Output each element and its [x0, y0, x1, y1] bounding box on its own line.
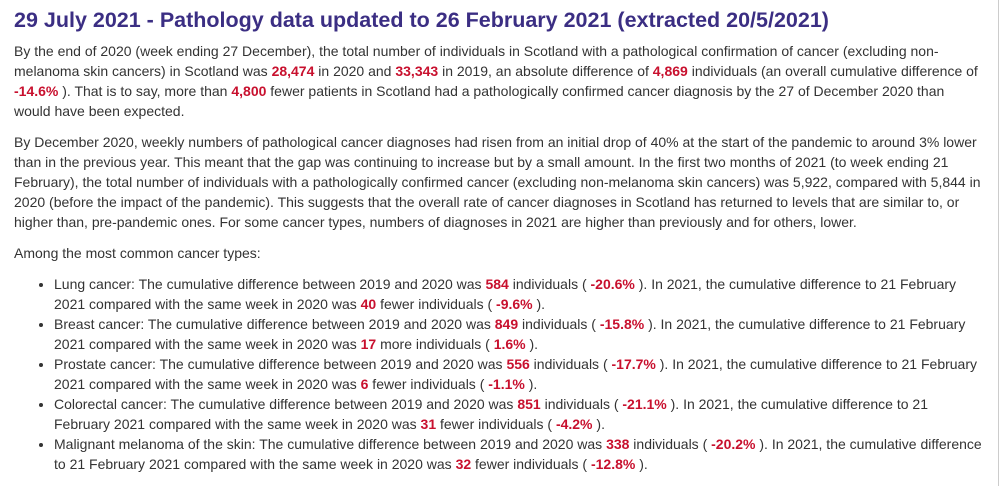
article-content: 29 July 2021 - Pathology data updated to… [0, 0, 998, 474]
text: fewer individuals ( [376, 296, 497, 312]
text: individuals ( [508, 276, 591, 292]
highlight-value: 4,800 [231, 83, 267, 99]
text: ). In 2021, the cumulative difference to… [54, 356, 978, 392]
highlight-value: -12.8% [590, 456, 636, 472]
text: Malignant melanoma of the skin: The cumu… [54, 436, 607, 452]
highlight-value: -17.7% [611, 356, 656, 372]
highlight-value: 32 [455, 456, 472, 472]
text: fewer individuals ( [471, 456, 591, 472]
text: individuals ( [518, 316, 600, 332]
text: ). [592, 416, 605, 432]
text: ). [532, 296, 546, 312]
text: ). That is to say, more than [58, 83, 232, 99]
text: By the end of 2020 (week ending 27 Decem… [14, 43, 939, 79]
text: Prostate cancer: The cumulative differen… [54, 356, 507, 372]
highlight-value: 338 [606, 436, 630, 452]
list-item: Lung cancer: The cumulative difference b… [54, 274, 984, 314]
text: Lung cancer: The cumulative difference b… [54, 276, 486, 292]
highlight-value: -15.8% [599, 316, 645, 332]
highlight-value: -4.2% [555, 416, 593, 432]
text: in 2020 and [314, 63, 396, 79]
highlight-value: -1.1% [488, 376, 525, 392]
text: individuals ( [540, 396, 623, 412]
text: ). [525, 336, 539, 352]
text: ). In 2021, the cumulative difference to… [54, 276, 957, 312]
text: individuals (an overall cumulative diffe… [687, 63, 978, 79]
text: Colorectal cancer: The cumulative differ… [54, 396, 518, 412]
highlight-value: 33,343 [395, 63, 439, 79]
text: ). [635, 456, 648, 472]
text: fewer individuals ( [436, 416, 556, 432]
highlight-value: -21.1% [622, 396, 667, 412]
highlight-value: -14.6% [14, 83, 59, 99]
trend-paragraph: By December 2020, weekly numbers of path… [14, 134, 981, 230]
highlight-value: 31 [420, 416, 437, 432]
highlight-value: 28,474 [271, 63, 315, 79]
highlight-value: -9.6% [496, 296, 533, 312]
text: individuals ( [529, 356, 612, 372]
text: ). In 2021, the cumulative difference to… [54, 316, 966, 352]
highlight-value: 17 [360, 336, 377, 352]
text: ). In 2021, the cumulative difference to… [54, 396, 928, 432]
highlight-value: 40 [360, 296, 377, 312]
text: in 2019, an absolute difference of [438, 63, 653, 79]
list-item: Prostate cancer: The cumulative differen… [54, 354, 984, 394]
highlight-value: 851 [517, 396, 541, 412]
list-intro: Among the most common cancer types: [14, 245, 261, 261]
highlight-value: -20.6% [590, 276, 635, 292]
intro-paragraph: By the end of 2020 (week ending 27 Decem… [14, 41, 984, 121]
highlight-value: 849 [494, 316, 519, 332]
list-item: Malignant melanoma of the skin: The cumu… [54, 434, 984, 474]
text: ). In 2021, the cumulative difference to… [54, 436, 982, 472]
text: ). [524, 376, 538, 392]
highlight-value: 556 [506, 356, 530, 372]
highlight-value: 6 [360, 376, 369, 392]
text: individuals ( [629, 436, 712, 452]
text: fewer patients in Scotland had a patholo… [14, 83, 945, 119]
page-title: 29 July 2021 - Pathology data updated to… [14, 8, 829, 32]
text: more individuals ( [376, 336, 494, 352]
cancer-types-list: Lung cancer: The cumulative difference b… [14, 274, 984, 474]
list-item: Colorectal cancer: The cumulative differ… [54, 394, 984, 434]
list-item: Breast cancer: The cumulative difference… [54, 314, 984, 354]
text: fewer individuals ( [368, 376, 489, 392]
highlight-value: -20.2% [711, 436, 756, 452]
highlight-value: 4,869 [652, 63, 688, 79]
highlight-value: 1.6% [493, 336, 526, 352]
text: Breast cancer: The cumulative difference… [54, 316, 495, 332]
highlight-value: 584 [485, 276, 509, 292]
